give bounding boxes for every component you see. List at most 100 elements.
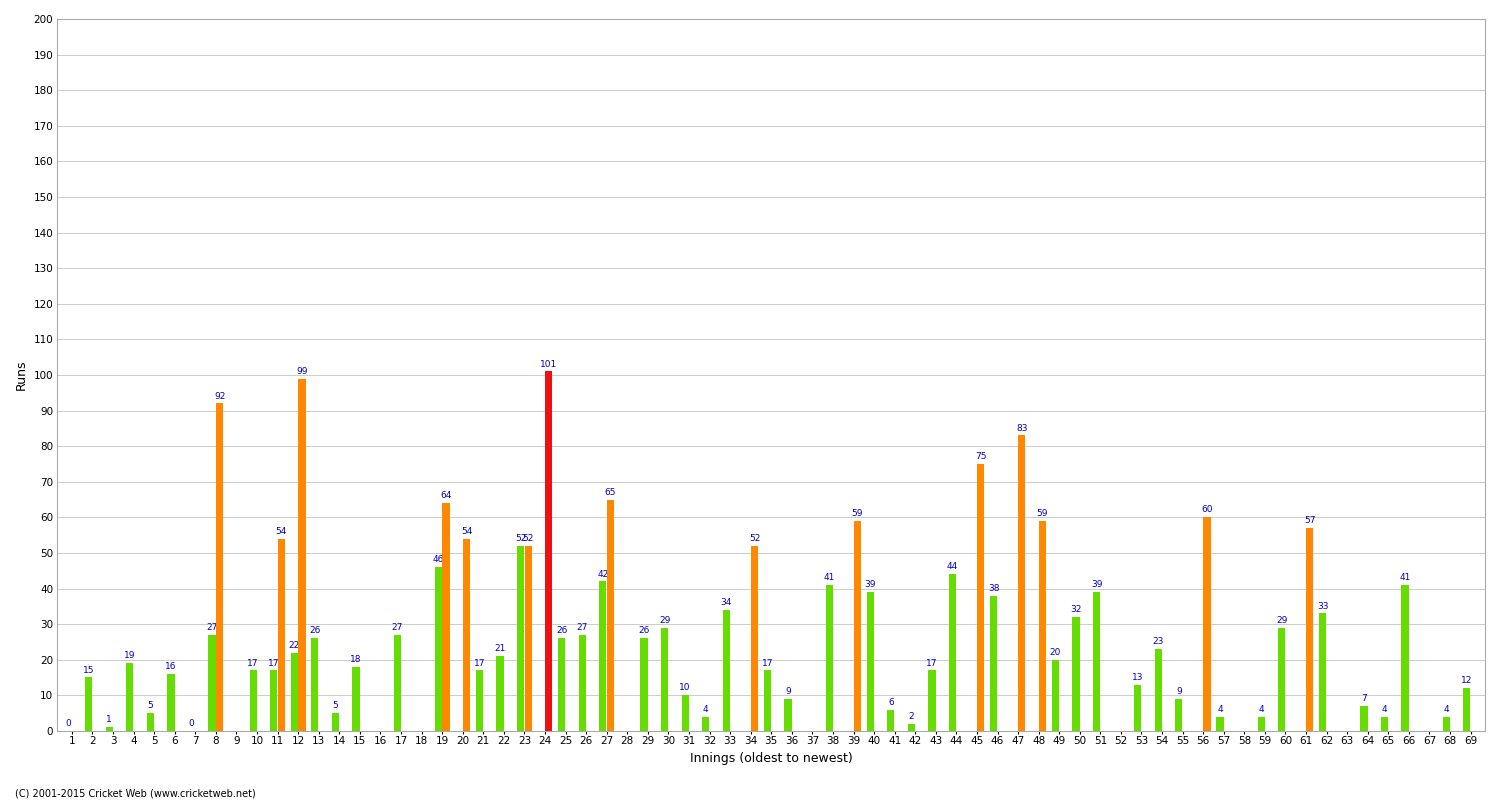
Text: 38: 38 [988,584,999,593]
Bar [216,403,223,731]
Bar [105,727,112,731]
Bar [518,546,524,731]
Bar [332,713,339,731]
Bar [608,499,613,731]
Text: 52: 52 [522,534,534,543]
Bar [525,546,532,731]
Bar [291,653,298,731]
Text: 59: 59 [1036,509,1048,518]
Text: 54: 54 [276,527,286,536]
Text: 0: 0 [64,719,70,728]
Text: 75: 75 [975,452,987,461]
Bar [1382,717,1388,731]
Bar [393,634,400,731]
Text: 13: 13 [1132,673,1143,682]
Y-axis label: Runs: Runs [15,360,28,390]
Bar [723,610,730,731]
Text: 4: 4 [1382,705,1388,714]
Bar [1401,585,1408,731]
Text: 5: 5 [147,702,153,710]
Text: 6: 6 [888,698,894,706]
Text: 4: 4 [1216,705,1222,714]
Text: 26: 26 [309,626,321,635]
Text: 4: 4 [1443,705,1449,714]
Text: 16: 16 [165,662,177,671]
Bar [168,674,174,731]
Bar [544,371,552,731]
Bar [1216,717,1224,731]
Text: 1: 1 [106,715,112,725]
Bar [784,699,792,731]
Text: 41: 41 [1400,573,1411,582]
Bar [270,670,278,731]
Bar [209,634,216,731]
Bar [147,713,154,731]
Text: 99: 99 [296,366,307,376]
Bar [1155,649,1162,731]
Text: 9: 9 [784,687,790,696]
Bar [1318,614,1326,731]
Bar [464,538,470,731]
Bar [86,678,92,731]
Text: 57: 57 [1304,516,1316,525]
Text: 18: 18 [351,655,361,664]
Bar [990,596,998,731]
Bar [928,670,936,731]
Text: 29: 29 [658,616,670,625]
Text: 17: 17 [248,658,259,667]
Text: 64: 64 [440,491,452,500]
Text: (C) 2001-2015 Cricket Web (www.cricketweb.net): (C) 2001-2015 Cricket Web (www.cricketwe… [15,788,255,798]
Bar [662,628,668,731]
Bar [600,582,606,731]
Bar [435,567,442,731]
Bar [1462,688,1470,731]
Bar [278,538,285,731]
Bar [1203,518,1210,731]
Bar [1072,617,1080,731]
Text: 2: 2 [909,712,914,721]
Text: 52: 52 [748,534,760,543]
Bar [976,464,984,731]
Bar [886,710,894,731]
Text: 4: 4 [704,705,708,714]
Bar [764,670,771,731]
Bar [249,670,256,731]
Text: 29: 29 [1276,616,1287,625]
Text: 83: 83 [1016,424,1028,433]
Bar [640,638,648,731]
Bar [1040,521,1046,731]
Text: 17: 17 [762,658,772,667]
Text: 46: 46 [432,555,444,564]
Text: 42: 42 [597,570,609,578]
Bar [1134,685,1142,731]
Text: 65: 65 [604,488,616,497]
Bar [1360,706,1368,731]
Text: 0: 0 [189,719,195,728]
Bar [681,695,688,731]
Bar [950,574,956,731]
Bar [702,717,709,731]
Text: 7: 7 [1360,694,1366,703]
Text: 34: 34 [720,598,732,607]
Text: 9: 9 [1176,687,1182,696]
Text: 59: 59 [852,509,862,518]
Text: 4: 4 [1258,705,1264,714]
Text: 23: 23 [1152,637,1164,646]
Bar [496,656,504,731]
Bar [1019,435,1026,731]
Text: 20: 20 [1050,648,1060,657]
Bar [825,585,833,731]
Text: 52: 52 [514,534,526,543]
Text: 26: 26 [639,626,650,635]
Bar [1174,699,1182,731]
Text: 17: 17 [926,658,938,667]
Text: 60: 60 [1202,506,1214,514]
Bar [1094,592,1100,731]
Text: 5: 5 [333,702,339,710]
Text: 41: 41 [824,573,836,582]
Text: 22: 22 [288,641,300,650]
Bar [476,670,483,731]
Text: 101: 101 [540,359,558,369]
Text: 17: 17 [474,658,484,667]
Text: 26: 26 [556,626,567,635]
